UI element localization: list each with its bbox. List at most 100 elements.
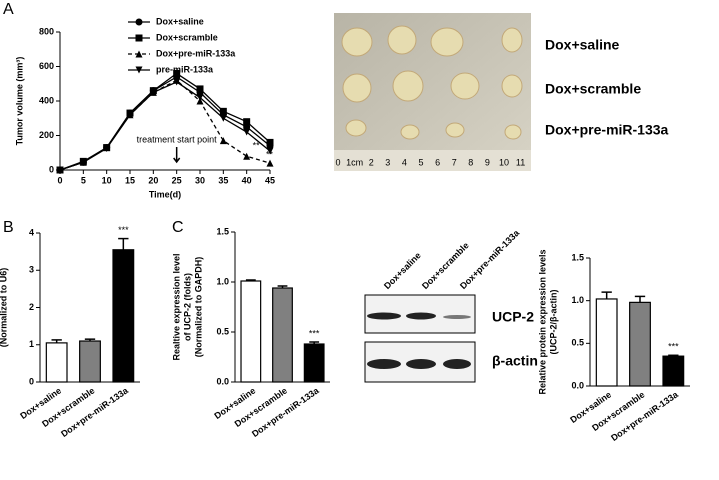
legend-marker <box>135 34 143 42</box>
marker <box>243 128 251 136</box>
ruler-label: 11 <box>516 157 525 167</box>
marker <box>243 152 251 160</box>
significance: *** <box>118 225 129 235</box>
bar <box>629 301 651 387</box>
photo-label: Dox+scramble <box>545 81 641 97</box>
significance: *** <box>309 328 320 338</box>
bar <box>112 249 135 383</box>
ruler <box>334 150 531 171</box>
bar <box>240 280 262 383</box>
y-axis-label: Tumor volume (mm³) <box>14 57 24 146</box>
marker <box>196 94 204 102</box>
ruler-label: 7 <box>452 157 457 167</box>
x-tick-label: 15 <box>125 175 135 185</box>
y-tick-label: 1.5 <box>571 252 584 262</box>
y-tick-label: 0 <box>29 376 34 386</box>
y-axis-label: Relative protein expression levels <box>537 249 547 394</box>
y-axis-label: (UCP-2/β-actin) <box>548 290 558 355</box>
y-axis-label: Realtive expression level <box>171 253 181 360</box>
y-tick-label: 2 <box>29 302 34 312</box>
arrow <box>173 147 181 164</box>
tumors <box>341 25 523 140</box>
y-tick-label: 0.5 <box>216 326 229 336</box>
y-tick-label: 400 <box>39 95 54 105</box>
marker <box>56 166 64 174</box>
x-axis-label: Time(d) <box>149 189 181 199</box>
x-tick-label: 30 <box>195 175 205 185</box>
band-label: UCP-2 <box>492 309 534 325</box>
y-tick-label: 1.0 <box>571 295 584 305</box>
series-line <box>59 81 271 171</box>
legend-label: Dox+saline <box>156 16 204 26</box>
blot-bands <box>367 312 471 369</box>
marker <box>196 85 204 93</box>
y-axis-label: (Normalized to GAPDH) <box>193 257 203 358</box>
panel-label: C <box>172 219 184 236</box>
y-tick-label: 4 <box>29 227 34 237</box>
marker <box>266 138 274 146</box>
band-label: β-actin <box>492 353 538 369</box>
bar <box>595 298 618 387</box>
bar <box>662 355 685 387</box>
legend-marker <box>135 50 143 58</box>
y-tick-label: 1.0 <box>216 276 229 286</box>
y-axis-label: of UCP-2 (folds) <box>182 273 192 341</box>
y-tick-label: 3 <box>29 265 34 275</box>
marker <box>103 144 111 152</box>
ruler-label: 3 <box>385 157 390 167</box>
marker <box>219 114 227 122</box>
ruler-label: 0 <box>335 157 340 167</box>
marker <box>173 69 181 77</box>
x-tick-label: 5 <box>81 175 86 185</box>
x-tick-label: 45 <box>265 175 275 185</box>
lane-label: Dox+pre-miR-133a <box>458 227 522 291</box>
legend-label: Dox+scramble <box>156 32 218 42</box>
bar <box>272 287 293 383</box>
annotation: ** <box>253 141 261 151</box>
marker <box>219 137 227 145</box>
photo-label: Dox+saline <box>545 37 620 53</box>
marker <box>173 78 181 86</box>
ruler-label: 1cm <box>346 157 363 167</box>
legend-marker <box>135 66 143 74</box>
y-axis-label: (Normalized to U6) <box>0 268 8 348</box>
ruler-label: 9 <box>485 157 490 167</box>
x-tick-label: 0 <box>57 175 62 185</box>
marker <box>243 118 251 126</box>
marker <box>126 111 134 119</box>
legend-marker <box>135 18 143 26</box>
ruler-label: 5 <box>418 157 423 167</box>
bar <box>45 342 68 383</box>
marker <box>266 159 274 167</box>
x-tick-label: 20 <box>148 175 158 185</box>
ruler-label: 10 <box>499 157 509 167</box>
ruler-label: 4 <box>402 157 407 167</box>
y-tick-label: 600 <box>39 61 54 71</box>
y-tick-label: 0 <box>49 164 54 174</box>
panel-label: A <box>3 1 14 18</box>
y-tick-label: 1.5 <box>216 226 229 236</box>
bar <box>303 343 325 383</box>
annotation: ** <box>266 149 274 159</box>
y-tick-label: 0.0 <box>571 380 584 390</box>
ruler-label: 8 <box>468 157 473 167</box>
marker <box>79 158 87 166</box>
y-tick-label: 0.0 <box>216 376 229 386</box>
y-tick-label: 0.5 <box>571 338 584 348</box>
ruler-labels: 0 1cm 2 3 4 5 6 7 8 9 10 11 <box>335 157 525 167</box>
bar <box>79 340 101 383</box>
legend-label: Dox+pre-miR-133a <box>156 48 236 58</box>
x-tick-label: 40 <box>242 175 252 185</box>
ruler-label: 6 <box>435 157 440 167</box>
panel-label: B <box>3 219 14 236</box>
ruler-label: 2 <box>369 157 374 167</box>
lane-label: Dox+saline <box>382 250 423 291</box>
significance: *** <box>668 342 679 352</box>
marker <box>219 107 227 115</box>
x-tick-label: 25 <box>172 175 182 185</box>
photo-label: Dox+pre-miR-133a <box>545 122 669 138</box>
x-tick-label: 35 <box>218 175 228 185</box>
legend-label: pre-miR-133a <box>156 64 214 74</box>
marker <box>266 147 274 155</box>
